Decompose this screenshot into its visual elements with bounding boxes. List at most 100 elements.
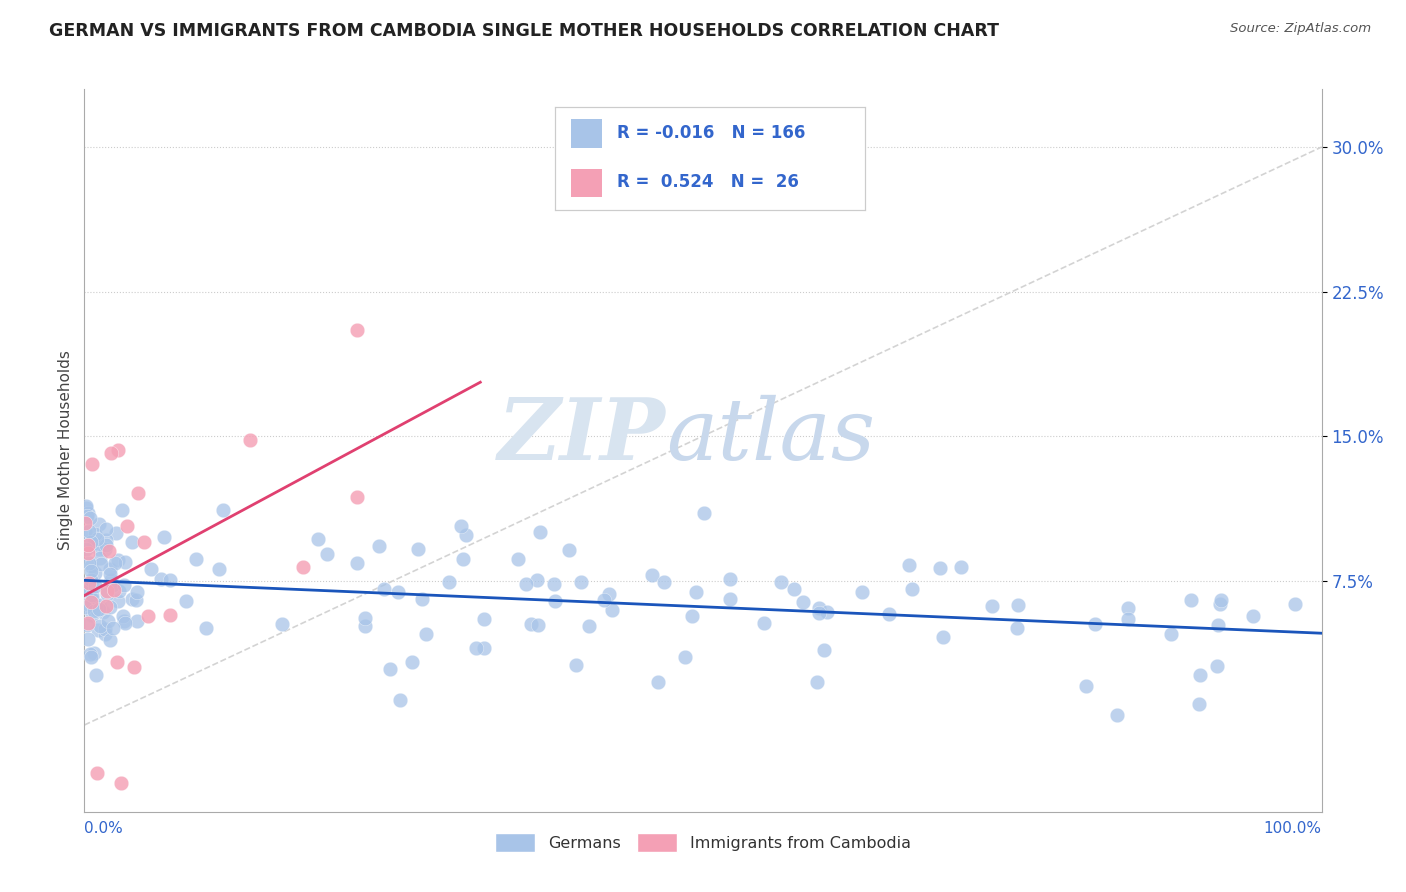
Point	[932, 630, 955, 644]
Point	[159, 607, 181, 622]
Point	[79, 574, 101, 589]
Point	[76, 632, 98, 647]
Point	[87, 601, 110, 615]
Point	[98, 567, 121, 582]
Point	[186, 551, 208, 566]
Point	[77, 538, 100, 552]
Point	[114, 555, 136, 569]
Point	[87, 541, 110, 556]
Point	[80, 573, 103, 587]
Point	[90, 557, 112, 571]
Point	[122, 660, 145, 674]
Point	[105, 655, 128, 669]
Point	[82, 457, 104, 471]
Point	[79, 510, 101, 524]
Point	[346, 323, 368, 337]
Point	[114, 615, 136, 630]
Text: GERMAN VS IMMIGRANTS FROM CAMBODIA SINGLE MOTHER HOUSEHOLDS CORRELATION CHART: GERMAN VS IMMIGRANTS FROM CAMBODIA SINGL…	[49, 22, 1000, 40]
Point	[112, 578, 135, 592]
Point	[80, 591, 103, 606]
Point	[526, 574, 548, 588]
Point	[73, 516, 96, 530]
Point	[98, 562, 121, 576]
Point	[82, 593, 104, 607]
Point	[401, 655, 423, 669]
Point	[673, 649, 696, 664]
Point	[98, 633, 121, 648]
Point	[464, 640, 486, 655]
Point	[815, 605, 838, 619]
Point	[208, 562, 231, 576]
Point	[86, 766, 108, 780]
Point	[76, 598, 98, 612]
Point	[315, 548, 337, 562]
Point	[75, 524, 97, 539]
Point	[901, 582, 924, 596]
Point	[1180, 593, 1202, 607]
Text: R =  0.524   N =  26: R = 0.524 N = 26	[617, 173, 799, 191]
Point	[981, 599, 1004, 614]
Point	[239, 433, 262, 447]
Point	[104, 557, 127, 571]
Point	[107, 594, 129, 608]
Point	[96, 599, 118, 613]
Point	[565, 657, 588, 672]
Bar	[571, 169, 602, 197]
Point	[529, 524, 551, 539]
Point	[368, 539, 391, 553]
Point	[194, 621, 217, 635]
Point	[291, 560, 314, 574]
Point	[654, 575, 676, 590]
Point	[346, 556, 368, 570]
Point	[75, 541, 97, 556]
Point	[569, 574, 592, 589]
Point	[897, 558, 920, 573]
Point	[1206, 659, 1229, 673]
Point	[125, 614, 148, 628]
Point	[79, 524, 101, 539]
Point	[83, 646, 105, 660]
Point	[84, 579, 107, 593]
Point	[770, 575, 793, 590]
Point	[89, 516, 111, 531]
Point	[813, 643, 835, 657]
Point	[718, 592, 741, 607]
Point	[1074, 679, 1097, 693]
Point	[139, 562, 162, 576]
Point	[77, 506, 100, 520]
Point	[346, 491, 368, 505]
Point	[108, 584, 131, 599]
Point	[98, 599, 121, 614]
Point	[121, 591, 143, 606]
Point	[783, 582, 806, 596]
Point	[93, 627, 115, 641]
Point	[515, 577, 537, 591]
Point	[80, 649, 103, 664]
Point	[77, 545, 100, 559]
Point	[640, 568, 662, 582]
Point	[134, 535, 156, 549]
Point	[1007, 599, 1029, 613]
Point	[454, 528, 477, 542]
Bar	[571, 120, 602, 148]
Point	[754, 616, 776, 631]
Point	[117, 519, 139, 533]
Legend: Germans, Immigrants from Cambodia: Germans, Immigrants from Cambodia	[489, 827, 917, 858]
Point	[950, 559, 973, 574]
Text: atlas: atlas	[666, 394, 875, 477]
Point	[806, 675, 828, 690]
Point	[451, 552, 474, 566]
Point	[520, 616, 543, 631]
Point	[83, 598, 105, 612]
Point	[508, 551, 530, 566]
Point	[107, 553, 129, 567]
Point	[79, 534, 101, 549]
Point	[437, 574, 460, 589]
Point	[578, 618, 600, 632]
Point	[110, 776, 132, 790]
Point	[82, 588, 104, 602]
Point	[598, 587, 620, 601]
Point	[159, 573, 181, 587]
Point	[1188, 698, 1211, 712]
Point	[79, 558, 101, 573]
